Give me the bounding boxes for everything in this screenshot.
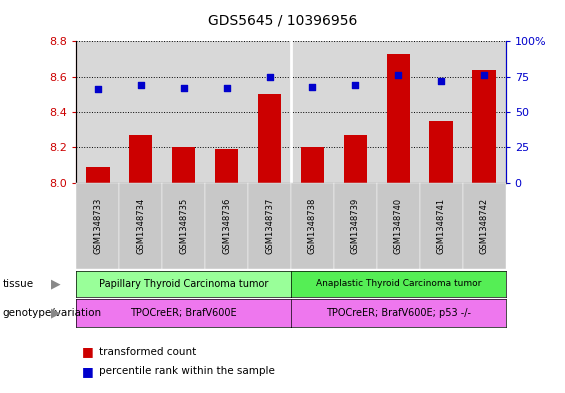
Text: GSM1348733: GSM1348733: [93, 198, 102, 254]
Point: [437, 78, 446, 84]
Text: ▶: ▶: [50, 277, 60, 290]
Bar: [429, 121, 453, 183]
Text: GSM1348741: GSM1348741: [437, 198, 446, 254]
Bar: [301, 147, 324, 183]
Text: TPOCreER; BrafV600E; p53 -/-: TPOCreER; BrafV600E; p53 -/-: [326, 308, 471, 318]
Text: GSM1348735: GSM1348735: [179, 198, 188, 254]
Text: GDS5645 / 10396956: GDS5645 / 10396956: [208, 14, 357, 28]
Text: GSM1348739: GSM1348739: [351, 198, 360, 254]
Text: GSM1348734: GSM1348734: [136, 198, 145, 254]
Text: GSM1348738: GSM1348738: [308, 198, 317, 254]
Text: GSM1348740: GSM1348740: [394, 198, 403, 254]
Text: ■: ■: [82, 365, 94, 378]
Bar: [172, 147, 195, 183]
Bar: [344, 135, 367, 183]
Text: Anaplastic Thyroid Carcinoma tumor: Anaplastic Thyroid Carcinoma tumor: [316, 279, 481, 288]
Text: transformed count: transformed count: [99, 347, 196, 357]
Point: [179, 85, 188, 91]
Text: genotype/variation: genotype/variation: [3, 308, 102, 318]
Text: GSM1348742: GSM1348742: [480, 198, 489, 254]
Bar: [472, 70, 496, 183]
Text: ▶: ▶: [50, 306, 60, 320]
Text: Papillary Thyroid Carcinoma tumor: Papillary Thyroid Carcinoma tumor: [99, 279, 268, 289]
Bar: [86, 167, 110, 183]
Text: percentile rank within the sample: percentile rank within the sample: [99, 366, 275, 376]
Point: [93, 86, 102, 92]
Point: [480, 72, 489, 78]
Bar: [386, 53, 410, 183]
Point: [265, 73, 274, 80]
Point: [222, 85, 231, 91]
Bar: [129, 135, 153, 183]
Point: [136, 82, 145, 88]
Point: [394, 72, 403, 78]
Text: ■: ■: [82, 345, 94, 358]
Text: tissue: tissue: [3, 279, 34, 289]
Text: GSM1348736: GSM1348736: [222, 198, 231, 254]
Text: GSM1348737: GSM1348737: [265, 198, 274, 254]
Point: [308, 83, 317, 90]
Point: [351, 82, 360, 88]
Text: TPOCreER; BrafV600E: TPOCreER; BrafV600E: [131, 308, 237, 318]
Bar: [258, 94, 281, 183]
Bar: [215, 149, 238, 183]
